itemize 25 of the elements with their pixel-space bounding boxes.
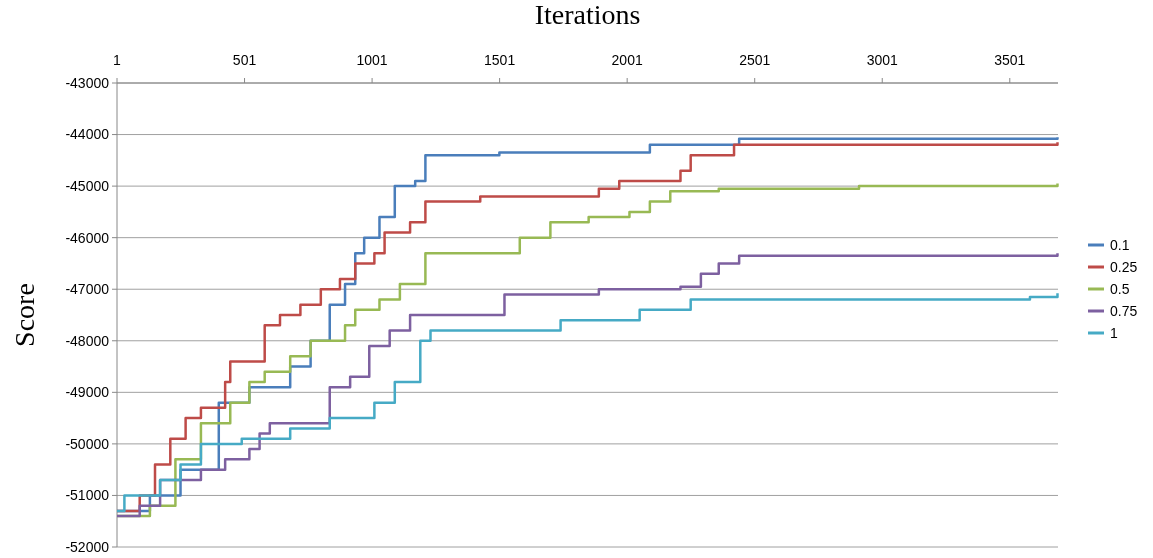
y-tick-label: -44000 [65, 126, 110, 143]
y-tick-label: -48000 [65, 332, 110, 349]
x-tick-label: 3001 [866, 52, 899, 68]
x-tick-label: 3501 [994, 52, 1026, 68]
x-tick-label: 2001 [611, 52, 643, 68]
legend-label: 0.1 [1110, 236, 1130, 253]
y-tick-label: -52000 [65, 538, 110, 555]
y-tick-label: -46000 [65, 229, 110, 246]
x-tick-label: 1 [113, 52, 122, 68]
x-tick-label: 1501 [484, 52, 516, 68]
x-tick-label: 1001 [356, 52, 388, 68]
y-tick-label: -45000 [65, 178, 110, 195]
y-tick-label: -49000 [65, 384, 110, 401]
legend-label: 0.5 [1110, 280, 1130, 297]
y-tick-label: -51000 [65, 487, 110, 504]
x-axis-title: Iterations [534, 0, 641, 30]
legend-label: 1 [1110, 324, 1118, 341]
x-tick-label: 2501 [739, 52, 771, 68]
y-axis-title: Score [9, 283, 40, 347]
y-tick-label: -43000 [65, 74, 110, 91]
legend-label: 0.25 [1110, 258, 1138, 275]
y-tick-label: -50000 [65, 435, 110, 452]
y-tick-label: -47000 [65, 281, 110, 298]
legend-label: 0.75 [1110, 302, 1138, 319]
x-tick-label: 501 [232, 52, 257, 68]
